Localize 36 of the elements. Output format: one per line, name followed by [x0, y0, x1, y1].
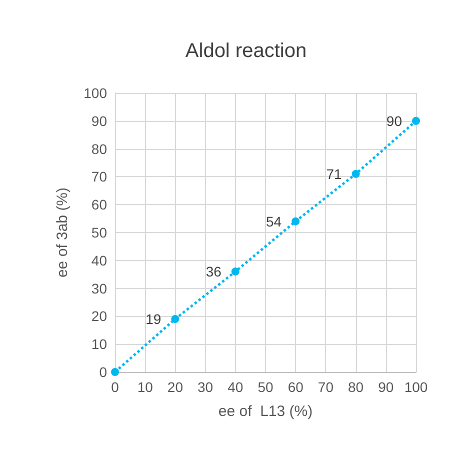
point — [111, 368, 119, 376]
y-tick-label: 30 — [91, 280, 108, 296]
data-label: 90 — [386, 112, 402, 129]
data-label: 36 — [206, 264, 222, 280]
x-tick-label: 10 — [137, 379, 154, 395]
point — [231, 268, 240, 276]
x-tick-label: 30 — [198, 379, 214, 395]
data-label: 54 — [266, 213, 282, 230]
chart-title: Aldol reaction — [185, 40, 307, 62]
y-tick-label: 50 — [91, 224, 108, 240]
x-tick-label: 100 — [404, 379, 428, 395]
x-tick-label: 90 — [378, 379, 394, 395]
point — [292, 217, 300, 226]
x-tick-label: 40 — [228, 379, 244, 395]
x-tick-label: 0 — [111, 379, 120, 395]
y-tick-label: 100 — [84, 85, 108, 101]
x-tick-label: 20 — [167, 379, 184, 395]
x-tick-label: 50 — [258, 379, 274, 395]
data-label: 19 — [146, 310, 162, 327]
y-tick-label: 20 — [91, 308, 108, 324]
x-tick-label: 70 — [318, 379, 334, 395]
x-axis-title: ee of L13 (%) — [218, 403, 313, 420]
data-label: 71 — [326, 166, 342, 182]
point — [412, 116, 420, 125]
y-axis-title: ee of 3ab (%) — [54, 187, 71, 278]
point — [171, 314, 180, 323]
y-tick-label: 80 — [91, 140, 108, 157]
y-tick-label: 60 — [91, 196, 108, 213]
y-tick-label: 70 — [91, 168, 108, 185]
y-tick-label: 90 — [91, 112, 108, 129]
y-tick-label: 10 — [91, 336, 108, 352]
x-tick-label: 60 — [288, 379, 304, 395]
point — [352, 170, 360, 178]
y-tick-label: 0 — [99, 364, 108, 380]
y-tick-label: 40 — [91, 252, 108, 268]
x-tick-label: 80 — [348, 379, 364, 395]
